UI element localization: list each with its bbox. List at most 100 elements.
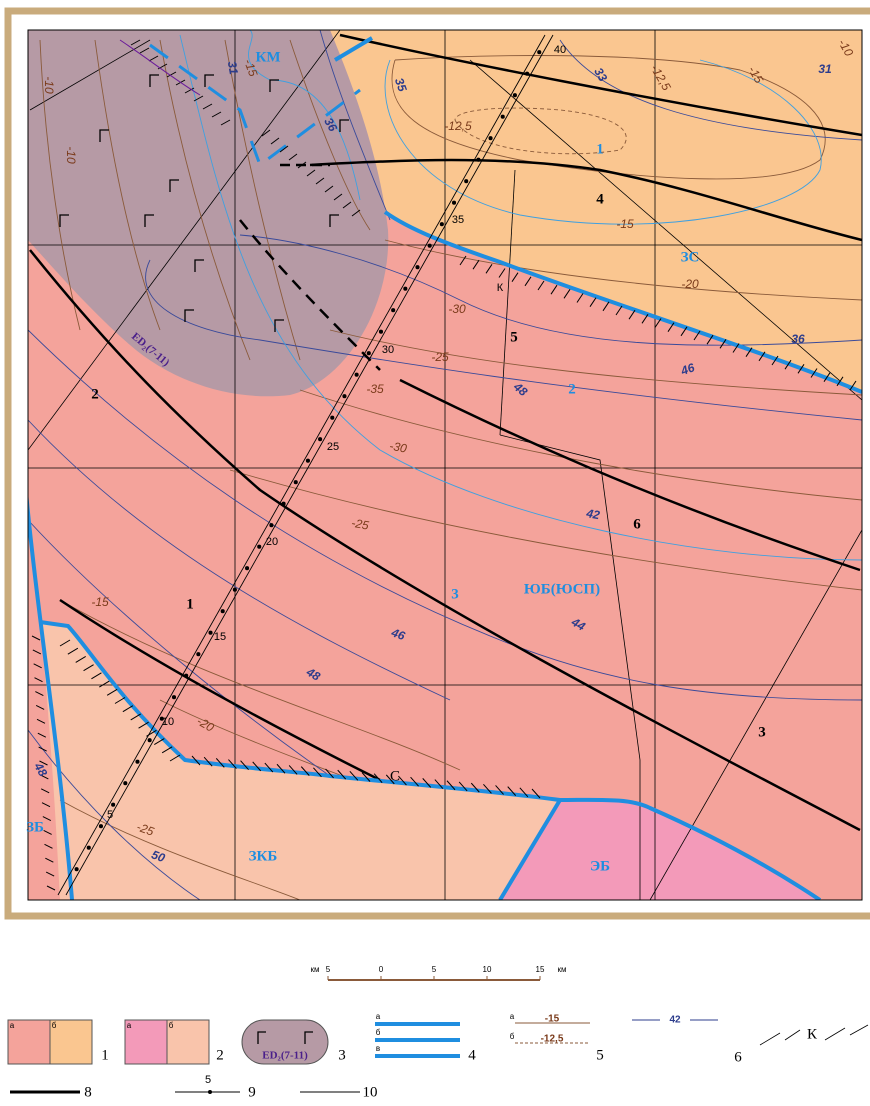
legend-value: 42 — [669, 1015, 681, 1026]
gabbro-mark — [194, 259, 204, 272]
hatch-tick — [211, 111, 222, 118]
map-label: 15 — [214, 631, 226, 643]
map-label: 3 — [758, 724, 766, 740]
profile-dot — [111, 802, 116, 807]
map-label: 2 — [91, 386, 99, 402]
legend-number: 8 — [84, 1084, 92, 1100]
hatch-tick — [507, 786, 517, 796]
profile-dot — [500, 114, 505, 119]
map-label: 48 — [303, 664, 323, 683]
hatch-tick — [193, 95, 204, 102]
legend-value: -15 — [545, 1014, 560, 1025]
hatch-tick — [315, 177, 325, 185]
scale-tick-label: 15 — [536, 965, 545, 974]
hatch-tick — [300, 766, 310, 776]
hatch-tick — [184, 87, 195, 94]
hatch-tick — [472, 259, 480, 270]
scale-tick-label: 5 — [432, 965, 437, 974]
hatch-tick — [31, 635, 41, 641]
profile-dot — [293, 480, 298, 485]
hatch-tick — [202, 103, 213, 110]
hatch-tick — [148, 55, 159, 62]
hatch-tick — [34, 677, 43, 683]
gabbro-mark — [269, 79, 279, 92]
scale-tick-label: 0 — [379, 965, 384, 974]
map-label: 10 — [162, 716, 174, 728]
profile-dot — [451, 200, 457, 205]
map-label: -35 — [366, 382, 384, 396]
hatch-tick — [161, 746, 173, 754]
map-label: 4 — [596, 191, 604, 207]
hatch-tick — [33, 663, 42, 669]
profile-dot — [196, 652, 201, 657]
hatch-tick — [35, 704, 45, 710]
map-label: 6 — [633, 516, 641, 532]
profile-line — [57, 34, 554, 896]
legend-swatch — [124, 1019, 168, 1065]
region-ed — [28, 30, 389, 397]
hatch-tick — [67, 647, 79, 655]
profile-dot — [74, 867, 79, 872]
faults — [29, 33, 862, 832]
hatch-tick — [385, 774, 395, 785]
hatch-tick — [270, 137, 280, 145]
hatch-tick — [680, 326, 688, 337]
hatch-tick — [351, 209, 361, 217]
hatch-tick — [849, 380, 857, 391]
gabbro-mark — [257, 1031, 313, 1044]
gabbro-mark — [99, 129, 109, 142]
map-label: 40 — [554, 44, 566, 56]
hatch-tick — [498, 268, 506, 278]
hatch-tick — [40, 774, 49, 780]
map-label: -25 — [135, 820, 156, 839]
map-label: -25 — [431, 350, 449, 364]
hatch-tick — [758, 351, 766, 362]
hatch-tick — [563, 289, 571, 299]
map-label: -10 — [64, 146, 78, 164]
hatch-tick — [203, 756, 213, 767]
hatch-tick — [706, 334, 714, 345]
hatch-tick — [288, 765, 298, 775]
hatch-tick — [602, 301, 610, 312]
hatch-tick — [797, 364, 805, 374]
profile-dot — [537, 50, 542, 55]
legend-swatch — [49, 1019, 93, 1065]
hatch-tick — [836, 376, 844, 387]
map-label: -15 — [91, 595, 109, 609]
legend-number: 2 — [216, 1047, 224, 1063]
map-label: -12,5 — [444, 119, 472, 133]
hatch-tick — [276, 763, 286, 774]
hatch-tick — [240, 760, 249, 771]
hatch-tick — [39, 760, 48, 766]
map-label: ЭБ — [590, 858, 610, 874]
legend-label: К — [807, 1026, 818, 1042]
hatch-tick — [279, 145, 289, 153]
map-label: 1 — [596, 141, 604, 157]
profile-dot — [512, 93, 517, 98]
map-label: 31 — [225, 60, 241, 76]
gabbro-mark — [169, 179, 179, 192]
profile-dot — [184, 673, 189, 678]
scale-unit: км — [558, 965, 567, 974]
hatch-tick — [495, 785, 504, 795]
legend-sub: а — [127, 1021, 132, 1030]
gabbro-mark — [274, 319, 284, 332]
profile-dot — [98, 824, 104, 829]
hatch-tick — [654, 318, 662, 328]
profile-dot — [366, 351, 371, 356]
hatch-tick — [220, 119, 231, 126]
map-label: 2 — [568, 381, 576, 397]
legend-sub: б — [52, 1021, 57, 1030]
hatch-tick — [361, 772, 371, 782]
hatch-tick — [745, 347, 753, 357]
profile-dot — [415, 265, 420, 270]
outer-frame — [4, 7, 870, 920]
hatch-tick — [44, 843, 53, 849]
hatch-tick — [458, 781, 468, 792]
map-border — [27, 29, 863, 901]
gabbro-mark — [204, 74, 214, 87]
legend-sub: а — [510, 1012, 515, 1021]
hatch-tick — [166, 71, 177, 78]
map-label: 36 — [321, 115, 340, 134]
map-label: 44 — [568, 614, 588, 633]
